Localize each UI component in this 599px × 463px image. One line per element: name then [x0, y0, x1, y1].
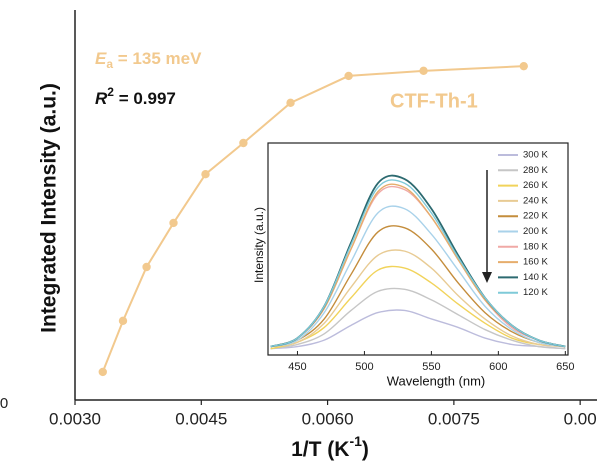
data-point — [344, 71, 353, 81]
data-line — [101, 65, 524, 373]
x-label-main: 1/T (K — [291, 438, 349, 461]
legend-label: 300 K — [523, 150, 548, 161]
x-tick-label: 0.0045 — [175, 409, 227, 428]
data-line — [270, 249, 566, 348]
data-line — [270, 287, 566, 350]
data-point — [519, 61, 528, 71]
x-axis-label: Wavelength (nm) — [387, 373, 486, 388]
data-point — [118, 316, 128, 326]
x-label-end: ) — [362, 438, 369, 461]
data-line — [270, 309, 566, 350]
legend-label: 260 K — [523, 180, 548, 191]
data-point — [419, 66, 428, 76]
data-point — [239, 138, 248, 148]
legend-label: 240 K — [523, 195, 548, 206]
y-axis-label: Intensity (a.u.) — [252, 207, 266, 283]
annotation: R2 = 0.997 — [95, 85, 176, 108]
legend-label: 140 K — [523, 272, 548, 283]
annotation-rest: = 135 meV — [113, 49, 202, 68]
legend-label: 160 K — [523, 257, 548, 268]
y-tick-label: 0 — [0, 395, 8, 412]
x-label-sup: -1 — [349, 433, 362, 449]
x-tick-label: 450 — [288, 361, 306, 373]
legend-label: 220 K — [523, 211, 548, 222]
x-tick-label: 0.0060 — [302, 409, 354, 428]
data-point — [286, 98, 295, 108]
data-point — [169, 218, 178, 228]
data-line — [270, 205, 566, 348]
data-line — [270, 265, 566, 350]
x-tick-label: 650 — [556, 361, 574, 373]
trend-arrowhead — [482, 272, 492, 283]
data-point — [98, 367, 107, 377]
legend-label: 200 K — [523, 226, 548, 237]
annotation-e: E — [95, 49, 107, 68]
y-axis-label: Integrated Intensity (a.u.) — [38, 83, 61, 333]
annotation-r: R — [95, 89, 108, 108]
data-line — [270, 225, 566, 348]
x-tick-label: 600 — [489, 361, 507, 373]
legend-label: 280 K — [523, 165, 548, 176]
annotation-sub: a — [106, 57, 113, 71]
sample-label: CTF-Th-1 — [390, 90, 478, 112]
annotation-rest: = 0.997 — [114, 89, 176, 108]
x-tick-label: 0.0075 — [428, 409, 480, 428]
data-line — [270, 179, 566, 348]
legend-label: 180 K — [523, 241, 548, 252]
x-tick-label: 500 — [355, 361, 373, 373]
x-tick-label: 0.00 — [564, 409, 597, 428]
data-point — [142, 262, 151, 272]
legend-label: 120 K — [523, 287, 548, 298]
annotation-sup: 2 — [107, 85, 114, 99]
data-point — [201, 169, 210, 179]
x-axis-label: 1/T (K-1) — [291, 433, 369, 461]
annotation: Ea = 135 meV — [95, 49, 202, 71]
x-tick-label: 550 — [422, 361, 440, 373]
x-tick-label: 0.0030 — [49, 409, 101, 428]
inset-frame — [267, 142, 569, 356]
